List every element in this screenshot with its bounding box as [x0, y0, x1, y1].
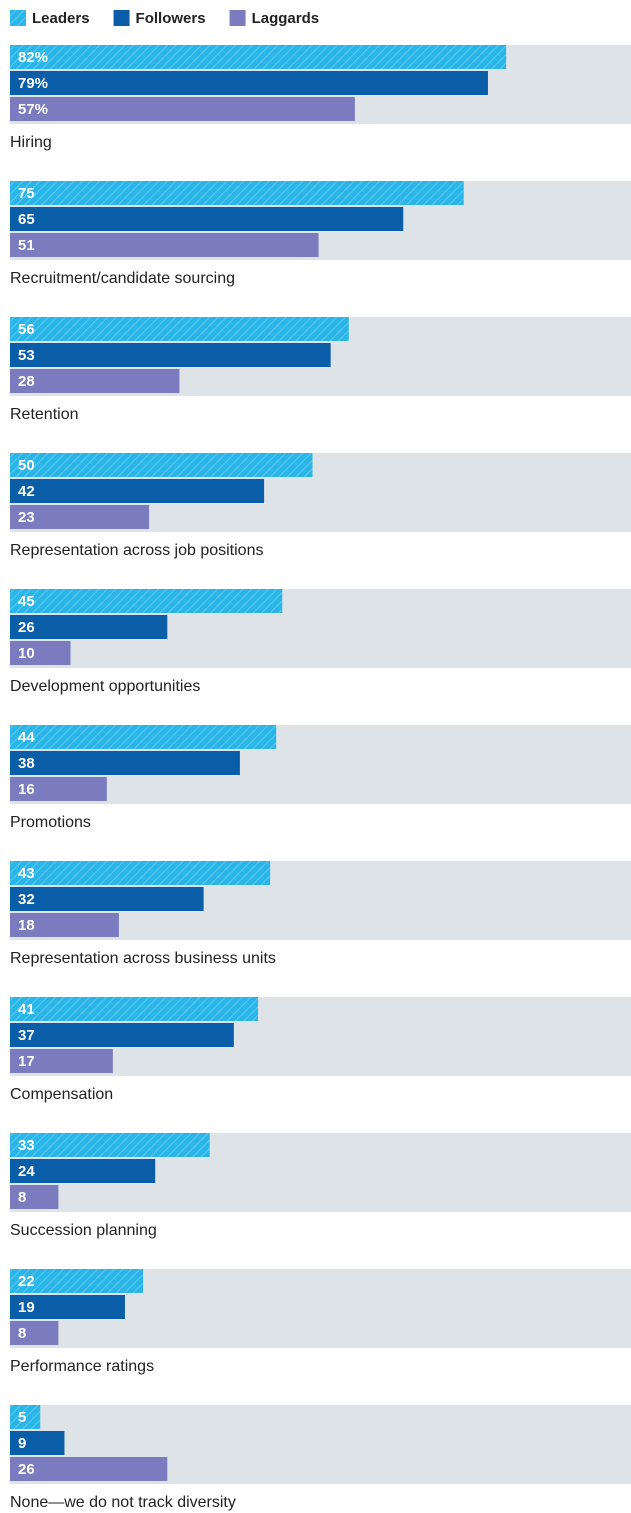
value-label: 17 [18, 1053, 35, 1070]
value-label: 23 [18, 509, 35, 526]
value-label: 51 [18, 237, 35, 254]
bar [10, 777, 107, 801]
category-label: None—we do not track diversity [10, 1494, 236, 1511]
value-label: 53 [18, 347, 35, 364]
value-label: 38 [18, 755, 35, 772]
bar [10, 1431, 65, 1455]
value-label: 26 [18, 1461, 35, 1478]
legend-label: Leaders [32, 10, 90, 27]
legend-swatch [113, 10, 130, 26]
value-label: 50 [18, 457, 35, 474]
bar [10, 479, 265, 503]
bar [10, 751, 240, 775]
value-label: 22 [18, 1273, 35, 1290]
legend-swatch [10, 10, 26, 26]
value-label: 16 [18, 781, 35, 798]
value-label: 57% [18, 101, 48, 118]
bar [10, 71, 488, 95]
value-label: 10 [18, 645, 35, 662]
bar [10, 1133, 210, 1157]
legend-swatch [229, 10, 246, 26]
value-label: 37 [18, 1027, 35, 1044]
value-label: 8 [18, 1189, 26, 1206]
bar [10, 1023, 234, 1047]
bar [10, 369, 180, 393]
bar [10, 1405, 41, 1429]
bar [10, 233, 319, 257]
bar [10, 1049, 113, 1073]
legend-label: Laggards [252, 10, 320, 27]
value-label: 56 [18, 321, 35, 338]
category-label: Recruitment/candidate sourcing [10, 270, 235, 287]
value-label: 41 [18, 1001, 35, 1018]
bar [10, 887, 204, 911]
value-label: 42 [18, 483, 35, 500]
bar [10, 505, 150, 529]
value-label: 18 [18, 917, 35, 934]
bar [10, 1185, 59, 1209]
bar [10, 725, 277, 749]
value-label: 8 [18, 1325, 26, 1342]
bar [10, 317, 349, 341]
bar [10, 181, 464, 205]
value-label: 32 [18, 891, 35, 908]
category-label: Development opportunities [10, 678, 200, 695]
value-label: 5 [18, 1409, 26, 1426]
value-label: 28 [18, 373, 35, 390]
bar [10, 641, 71, 665]
value-label: 75 [18, 185, 35, 202]
category-label: Promotions [10, 814, 91, 831]
bar [10, 615, 168, 639]
value-label: 82% [18, 49, 48, 66]
bar [10, 997, 259, 1021]
bar [10, 1269, 144, 1293]
category-label: Succession planning [10, 1222, 157, 1239]
bar [10, 207, 404, 231]
legend-label: Followers [136, 10, 206, 27]
value-label: 24 [18, 1163, 35, 1180]
value-label: 45 [18, 593, 35, 610]
bar [10, 1321, 59, 1345]
category-label: Performance ratings [10, 1358, 154, 1375]
category-label: Compensation [10, 1086, 113, 1103]
category-label: Retention [10, 406, 79, 423]
value-label: 26 [18, 619, 35, 636]
category-label: Representation across job positions [10, 542, 263, 559]
value-label: 19 [18, 1299, 35, 1316]
bar [10, 589, 283, 613]
bar [10, 913, 119, 937]
value-label: 65 [18, 211, 35, 228]
bar [10, 861, 271, 885]
bar [10, 1295, 125, 1319]
bar [10, 97, 355, 121]
value-label: 44 [18, 729, 35, 746]
bar [10, 343, 331, 367]
value-label: 9 [18, 1435, 26, 1452]
bar [10, 1159, 156, 1183]
bar [10, 1457, 168, 1481]
bar [10, 45, 507, 69]
value-label: 33 [18, 1137, 35, 1154]
value-label: 43 [18, 865, 35, 882]
category-label: Representation across business units [10, 950, 276, 967]
value-label: 79% [18, 75, 48, 92]
bar [10, 453, 313, 477]
category-label: Hiring [10, 134, 52, 151]
